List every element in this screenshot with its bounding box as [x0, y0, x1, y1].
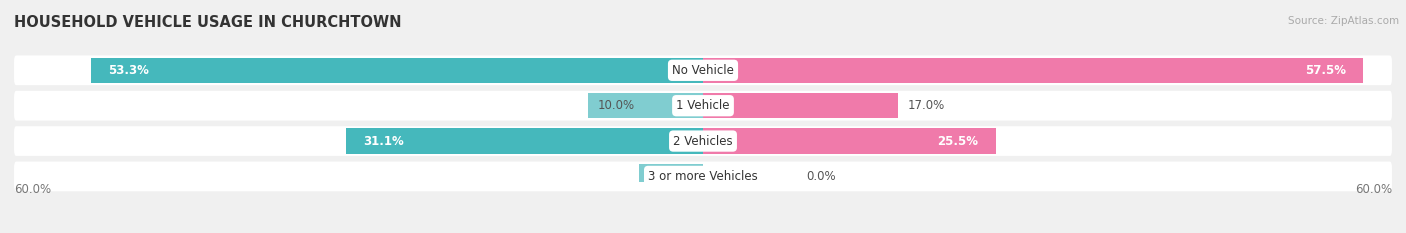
Bar: [703, 58, 1364, 83]
FancyBboxPatch shape: [14, 126, 1392, 156]
Text: 53.3%: 53.3%: [108, 64, 149, 77]
Text: 10.0%: 10.0%: [598, 99, 634, 112]
Text: 60.0%: 60.0%: [1355, 183, 1392, 196]
FancyBboxPatch shape: [14, 55, 1392, 85]
Text: 57.5%: 57.5%: [1305, 64, 1346, 77]
Text: 3 or more Vehicles: 3 or more Vehicles: [648, 170, 758, 183]
Bar: [638, 164, 703, 189]
Text: 25.5%: 25.5%: [938, 135, 979, 147]
FancyBboxPatch shape: [14, 161, 1392, 191]
Bar: [346, 128, 703, 154]
Bar: [703, 93, 898, 118]
Text: 60.0%: 60.0%: [14, 183, 51, 196]
FancyBboxPatch shape: [14, 91, 1392, 120]
Bar: [588, 93, 703, 118]
Text: 0.0%: 0.0%: [807, 170, 837, 183]
Bar: [703, 128, 995, 154]
Text: Source: ZipAtlas.com: Source: ZipAtlas.com: [1288, 16, 1399, 26]
Text: 5.6%: 5.6%: [648, 170, 678, 183]
Text: 2 Vehicles: 2 Vehicles: [673, 135, 733, 147]
Text: 1 Vehicle: 1 Vehicle: [676, 99, 730, 112]
Text: 17.0%: 17.0%: [907, 99, 945, 112]
Bar: [91, 58, 703, 83]
Text: No Vehicle: No Vehicle: [672, 64, 734, 77]
Text: 31.1%: 31.1%: [363, 135, 404, 147]
Text: HOUSEHOLD VEHICLE USAGE IN CHURCHTOWN: HOUSEHOLD VEHICLE USAGE IN CHURCHTOWN: [14, 15, 402, 30]
